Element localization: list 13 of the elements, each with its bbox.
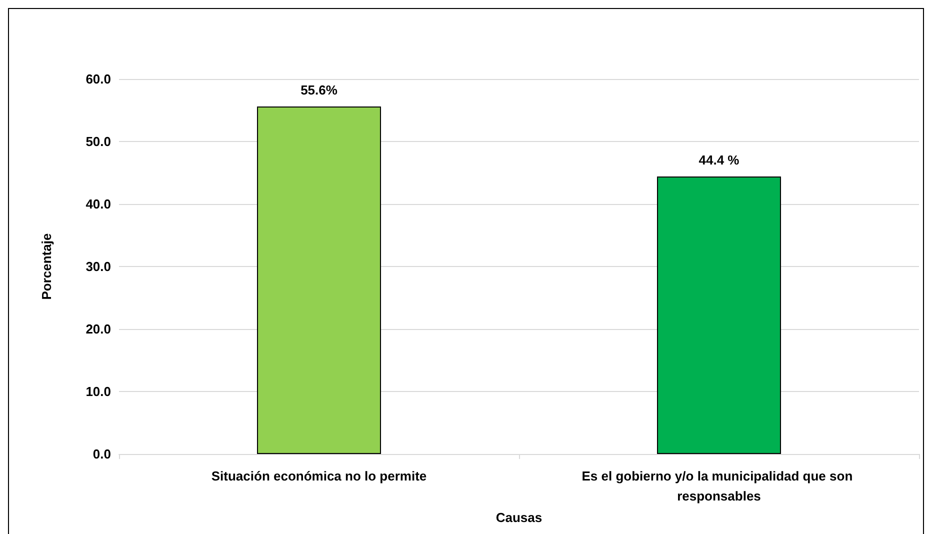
- x-axis-title: Causas: [496, 510, 542, 525]
- y-tick-label: 10.0: [86, 384, 111, 399]
- x-tick-label: Situación económica no lo permite: [211, 468, 427, 484]
- y-tick-label: 50.0: [86, 134, 111, 149]
- y-tick-label: 20.0: [86, 322, 111, 336]
- y-tick-label: 40.0: [86, 196, 111, 212]
- y-tick-label: 0.0: [92, 446, 111, 462]
- data-label: 44.4 %: [698, 152, 740, 168]
- x-tick-label: Es el gobierno y/o la municipalidad que son responsables: [582, 468, 856, 504]
- y-axis-title: Porcentaje: [39, 233, 54, 300]
- y-tick-label: 60.0: [86, 72, 111, 86]
- data-label: 55.6%: [300, 82, 338, 98]
- y-tick-label: 30.0: [86, 259, 111, 274]
